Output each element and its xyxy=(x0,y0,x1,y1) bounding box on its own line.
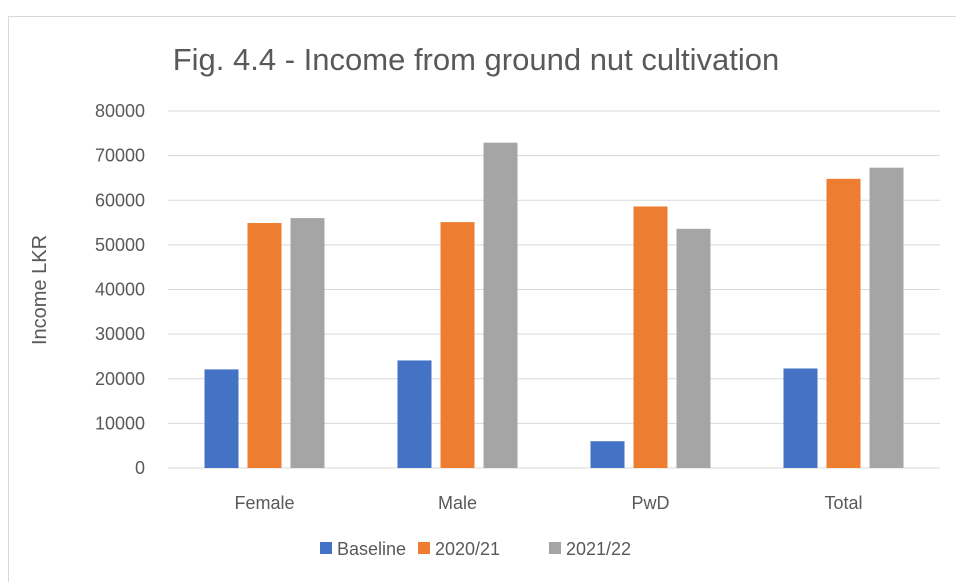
chart-frame xyxy=(8,16,956,582)
legend-label: Baseline xyxy=(337,539,406,559)
legend-swatch xyxy=(418,542,430,554)
y-tick-label: 30000 xyxy=(95,324,145,344)
bar-2021-22-total xyxy=(869,167,904,468)
bar-2020-21-pwd xyxy=(633,206,668,468)
gridlines xyxy=(168,110,940,469)
y-tick-label: 70000 xyxy=(95,146,145,166)
y-tick-label: 20000 xyxy=(95,369,145,389)
bar-baseline-male xyxy=(397,360,432,468)
x-tick-label: Male xyxy=(438,493,477,513)
bar-2021-22-female xyxy=(290,218,325,468)
x-tick-label: Female xyxy=(234,493,294,513)
legend-swatch xyxy=(320,542,332,554)
legend-label: 2021/22 xyxy=(566,539,631,559)
y-tick-label: 60000 xyxy=(95,190,145,210)
y-axis-title: Income LKR xyxy=(29,235,51,345)
y-tick-label: 0 xyxy=(135,458,145,478)
bar-2021-22-pwd xyxy=(676,228,711,468)
bar-2020-21-female xyxy=(247,223,282,468)
bar-baseline-total xyxy=(783,368,818,468)
legend-label: 2020/21 xyxy=(435,539,500,559)
bar-baseline-pwd xyxy=(590,441,625,468)
bars xyxy=(204,142,904,468)
x-tick-label: PwD xyxy=(631,493,669,513)
bar-2020-21-male xyxy=(440,222,475,468)
y-tick-label: 80000 xyxy=(95,101,145,121)
bar-baseline-female xyxy=(204,369,239,468)
y-tick-label: 40000 xyxy=(95,280,145,300)
y-tick-label: 10000 xyxy=(95,413,145,433)
bar-2021-22-male xyxy=(483,142,518,468)
chart-title: Fig. 4.4 - Income from ground nut cultiv… xyxy=(173,42,780,77)
legend: Baseline 2020/21 2021/22 xyxy=(320,539,631,559)
x-tick-labels: Female Male PwD Total xyxy=(234,493,862,513)
y-tick-label: 50000 xyxy=(95,235,145,255)
bar-2020-21-total xyxy=(826,178,861,468)
legend-swatch xyxy=(549,542,561,554)
x-tick-label: Total xyxy=(824,493,862,513)
y-tick-labels: 0 10000 20000 30000 40000 50000 60000 70000 8000… xyxy=(95,101,145,478)
